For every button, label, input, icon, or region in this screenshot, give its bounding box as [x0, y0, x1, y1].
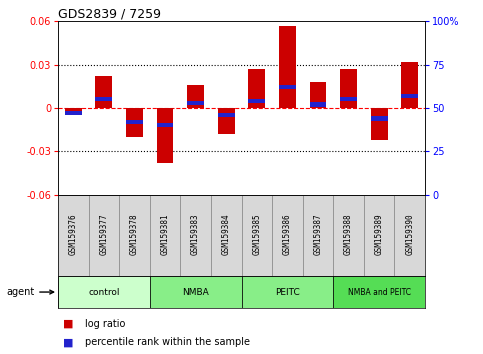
Bar — [180, 195, 211, 276]
Text: GSM159383: GSM159383 — [191, 213, 200, 255]
Text: PEITC: PEITC — [275, 287, 300, 297]
Bar — [126, 108, 143, 137]
Text: log ratio: log ratio — [85, 319, 125, 329]
Bar — [371, 108, 387, 140]
Bar — [371, 116, 387, 121]
Bar — [364, 195, 395, 276]
Text: GDS2839 / 7259: GDS2839 / 7259 — [58, 7, 161, 20]
Bar — [58, 276, 150, 308]
Bar — [395, 195, 425, 276]
Bar — [340, 97, 357, 102]
Bar — [333, 276, 425, 308]
Bar — [150, 195, 180, 276]
Bar — [401, 62, 418, 108]
Bar — [156, 123, 173, 127]
Text: GSM159390: GSM159390 — [405, 213, 414, 255]
Bar — [119, 195, 150, 276]
Bar — [279, 25, 296, 108]
Bar — [310, 102, 327, 107]
Bar — [272, 195, 303, 276]
Bar — [150, 276, 242, 308]
Bar — [88, 195, 119, 276]
Text: NMBA: NMBA — [182, 287, 209, 297]
Text: NMBA and PEITC: NMBA and PEITC — [348, 287, 411, 297]
Text: GSM159386: GSM159386 — [283, 213, 292, 255]
Text: GSM159387: GSM159387 — [313, 213, 323, 255]
Text: GSM159384: GSM159384 — [222, 213, 231, 255]
Text: agent: agent — [6, 287, 54, 297]
Bar — [248, 99, 265, 103]
Bar — [187, 101, 204, 105]
Bar — [211, 195, 242, 276]
Text: percentile rank within the sample: percentile rank within the sample — [85, 337, 250, 348]
Bar — [303, 195, 333, 276]
Text: GSM159377: GSM159377 — [99, 213, 108, 255]
Text: GSM159381: GSM159381 — [160, 213, 170, 255]
Text: GSM159389: GSM159389 — [375, 213, 384, 255]
Bar — [333, 195, 364, 276]
Text: ■: ■ — [63, 337, 73, 348]
Text: GSM159378: GSM159378 — [130, 213, 139, 255]
Text: GSM159385: GSM159385 — [252, 213, 261, 255]
Bar — [96, 76, 112, 108]
Bar — [187, 85, 204, 108]
Bar — [218, 113, 235, 117]
Text: GSM159388: GSM159388 — [344, 213, 353, 255]
Bar — [96, 97, 112, 102]
Bar — [242, 276, 333, 308]
Text: control: control — [88, 287, 120, 297]
Bar — [58, 195, 88, 276]
Bar — [218, 108, 235, 134]
Bar — [340, 69, 357, 108]
Bar — [65, 111, 82, 115]
Bar — [248, 69, 265, 108]
Bar — [242, 195, 272, 276]
Bar — [156, 108, 173, 163]
Text: ■: ■ — [63, 319, 73, 329]
Bar — [65, 108, 82, 111]
Bar — [401, 94, 418, 98]
Bar — [310, 82, 327, 108]
Bar — [279, 85, 296, 89]
Text: GSM159376: GSM159376 — [69, 213, 78, 255]
Bar — [126, 120, 143, 124]
